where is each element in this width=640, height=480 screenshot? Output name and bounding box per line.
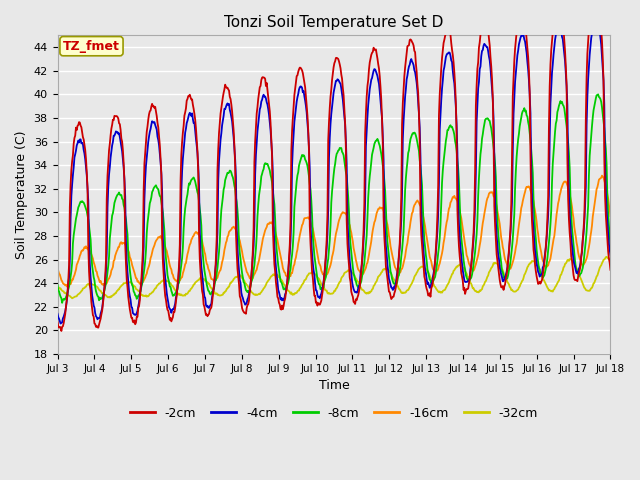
- Legend: -2cm, -4cm, -8cm, -16cm, -32cm: -2cm, -4cm, -8cm, -16cm, -32cm: [125, 402, 543, 425]
- Y-axis label: Soil Temperature (C): Soil Temperature (C): [15, 131, 28, 259]
- X-axis label: Time: Time: [319, 379, 349, 392]
- Text: TZ_fmet: TZ_fmet: [63, 40, 120, 53]
- Title: Tonzi Soil Temperature Set D: Tonzi Soil Temperature Set D: [224, 15, 444, 30]
